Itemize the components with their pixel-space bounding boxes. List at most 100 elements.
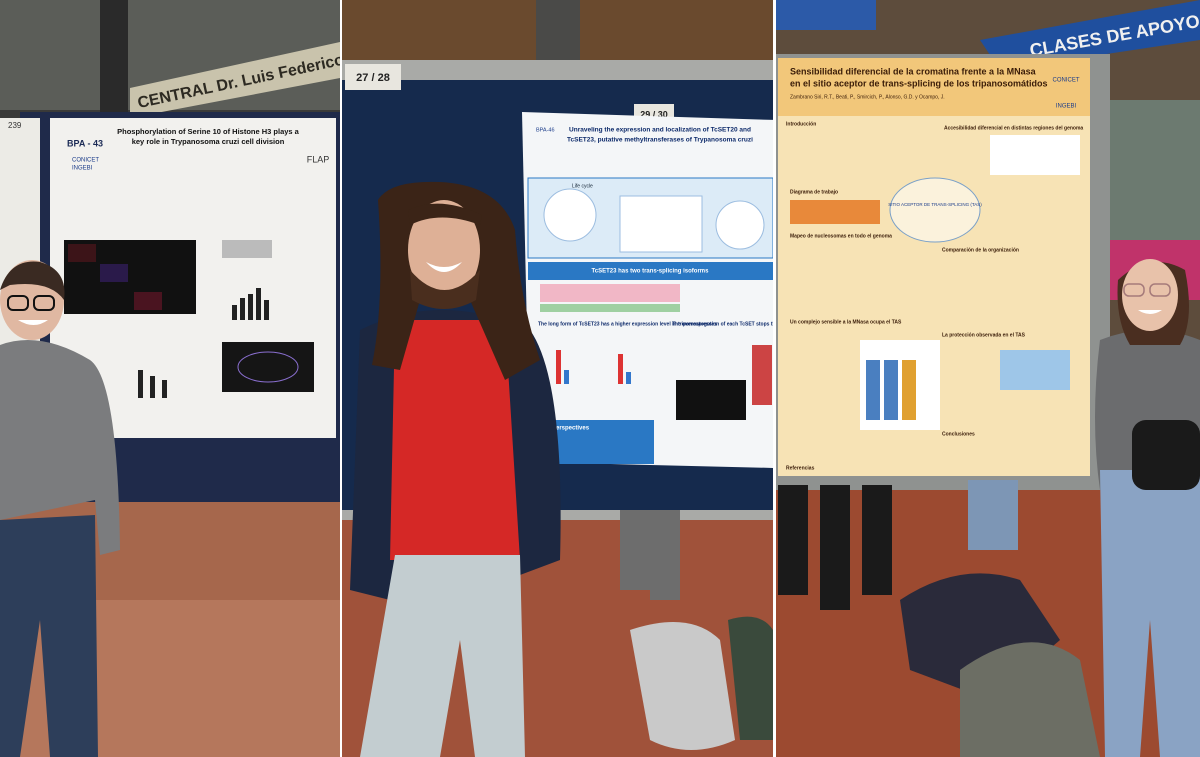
left-photo: CENTRAL Dr. Luis Federico Lelo 239 BPA -… [0, 0, 340, 757]
heatmap [902, 360, 916, 420]
alignment [540, 304, 680, 312]
section-title: Introducción [786, 121, 816, 127]
divider [340, 0, 342, 757]
shape [162, 380, 167, 398]
cell [68, 244, 96, 262]
section-title: Comparación de la organización [942, 247, 1019, 253]
section-title: The overexpression of each TcSET stops t… [672, 321, 821, 327]
section-title: Diagrama de trabajo [790, 189, 838, 195]
section-title: La protección observada en el TAS [942, 332, 1026, 338]
shape [408, 203, 482, 225]
diagram [222, 342, 314, 392]
poster-title: en el sitio aceptor de trans-splicing de… [790, 78, 1048, 88]
poster-title: Sensibilidad diferencial de la cromatina… [790, 66, 1037, 76]
board-label [345, 64, 401, 90]
shape [0, 515, 98, 757]
shape [556, 350, 561, 384]
poster-header [778, 58, 1090, 116]
section-title: Perspectives [552, 426, 590, 432]
authors: Zambrano Siri, R.T., Beati, P., Smircich… [790, 94, 945, 100]
person [0, 260, 120, 757]
bar-graph [556, 345, 772, 405]
sections: Introducción Accesibilidad diferencial e… [786, 121, 1083, 471]
shape [1122, 259, 1178, 331]
shape [7, 295, 29, 311]
middle-photo: 27 / 28 29 / 30 BPA-46 Unraveling the ex… [342, 0, 821, 757]
shape [408, 200, 480, 300]
pillar [100, 0, 128, 120]
logo: CONICET [72, 158, 99, 164]
divider [773, 0, 776, 757]
alignment [540, 284, 680, 302]
right-photo: CLASES DE APOYO Sensibilidad diferencial… [776, 0, 1200, 757]
heatmap [884, 360, 898, 420]
board-number: 239 [8, 121, 22, 130]
shape [360, 555, 525, 757]
windows [1110, 100, 1200, 250]
shape [150, 376, 155, 398]
backpack [630, 622, 735, 750]
logo: CONICET [1053, 78, 1080, 84]
shape [256, 288, 261, 320]
diagram [543, 188, 597, 242]
banner [980, 0, 1200, 70]
section-title: Conclusiones [942, 431, 975, 437]
logo: INGEBI [1056, 104, 1077, 110]
shape [390, 320, 520, 560]
diagram-ring [237, 351, 299, 383]
shape [18, 320, 48, 325]
logo: INGEBI [72, 166, 93, 172]
shape [1149, 283, 1171, 297]
cell [100, 264, 128, 282]
shape [426, 262, 462, 272]
diagram [790, 200, 880, 224]
person-legs [620, 510, 650, 590]
person-legs [968, 480, 1018, 550]
shape [618, 354, 623, 384]
shape [1138, 310, 1162, 314]
poster-title: key role in Trypanosoma cruzi cell divis… [132, 137, 285, 146]
shape [1123, 283, 1145, 297]
shape [1100, 470, 1200, 757]
shape [1132, 420, 1200, 490]
shape [564, 370, 569, 384]
section-title: Life cycle [572, 183, 593, 189]
shape [626, 372, 631, 384]
shape [240, 298, 245, 320]
shape [232, 305, 237, 320]
diagram [619, 195, 703, 253]
board-number: 27 / 28 [356, 72, 390, 84]
section-title: Mapeo de nucleosomas en todo el genoma [790, 233, 892, 239]
logo: FLAP [307, 154, 330, 164]
heatmap [866, 360, 880, 420]
shape [33, 295, 55, 311]
shape [752, 345, 772, 405]
sign [130, 42, 340, 118]
poster-code: BPA - 43 [67, 138, 103, 148]
section-title: TcSET23 has two trans-splicing isoforms [592, 269, 710, 275]
shape [264, 300, 269, 320]
shape [138, 370, 143, 398]
diagram-label: SITIO ACEPTOR DE TRANS-SPLICING (TAS) [888, 202, 982, 207]
person-legs [862, 485, 892, 595]
person-legs [778, 485, 808, 595]
poster-title: Phosphorylation of Serine 10 of Histone … [117, 127, 300, 136]
section-title: Un complejo sensible a la MNasa ocupa el… [790, 319, 902, 325]
person [1095, 259, 1200, 757]
shape [248, 294, 253, 320]
board-number: 29 / 30 [640, 109, 668, 119]
cell [134, 292, 162, 310]
shape [0, 261, 65, 300]
person-legs [650, 510, 680, 600]
backpack [728, 616, 773, 740]
section-title: Accesibilidad diferencial en distintas r… [944, 125, 1083, 131]
heatmap [1000, 350, 1070, 390]
blot [222, 240, 272, 258]
diagram [715, 200, 765, 250]
sign [776, 0, 876, 30]
section-title: The long form of TcSET23 has a higher ex… [538, 321, 717, 327]
diagram [889, 177, 981, 243]
poster-code: BPA-46 [536, 127, 555, 133]
shape [410, 270, 480, 309]
